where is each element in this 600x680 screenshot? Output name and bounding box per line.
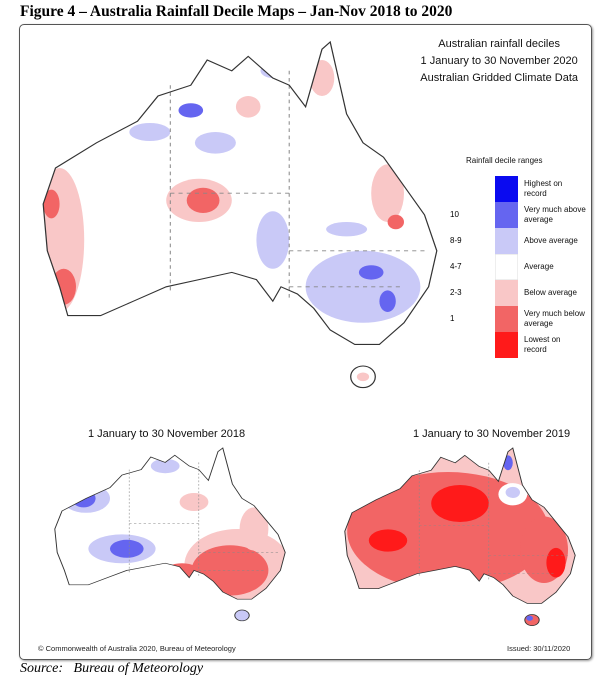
source-note: Source: Bureau of Meteorology — [20, 661, 204, 676]
legend-swatch — [495, 202, 518, 228]
header-line-3: Australian Gridded Climate Data — [420, 72, 578, 84]
legend-swatch — [495, 332, 518, 358]
legend-swatch — [495, 254, 518, 280]
legend-item: 2-3 Below average — [450, 280, 590, 306]
header-line-2: 1 January to 30 November 2020 — [420, 55, 578, 67]
map-2020 — [35, 42, 437, 389]
legend-title: Rainfall decile ranges — [466, 156, 543, 165]
legend-swatch — [495, 306, 518, 332]
legend-range: 10 — [450, 210, 459, 219]
issued-date: Issued: 30/11/2020 — [507, 644, 571, 653]
legend-label: Very much below average — [524, 309, 585, 328]
map-2018-title: 1 January to 30 November 2018 — [88, 428, 246, 440]
legend-item: Highest on record — [450, 176, 590, 202]
legend-range: 8-9 — [450, 236, 462, 245]
map-2019-title: 1 January to 30 November 2019 — [413, 428, 571, 440]
legend-label: Average — [524, 262, 554, 271]
legend-label: Lowest on record — [524, 335, 561, 354]
copyright: © Commonwealth of Australia 2020, Bureau… — [38, 644, 236, 653]
legend-item: 4-7 Average — [450, 254, 590, 280]
header-line-1: Australian rainfall deciles — [438, 38, 560, 50]
legend-label: Highest on record — [524, 179, 563, 198]
legend-item: 8-9 Above average — [450, 228, 590, 254]
map-2019 — [343, 446, 577, 626]
legend-range: 1 — [450, 314, 455, 323]
legend-label: Above average — [524, 236, 578, 245]
figure-frame — [19, 24, 592, 660]
legend-range: 4-7 — [450, 262, 462, 271]
legend-swatch — [495, 176, 518, 202]
legend-item: 1 Very much below average — [450, 306, 590, 332]
map-header: Australian rainfall deciles 1 January to… — [420, 36, 578, 87]
figure-title: Figure 4 – Australia Rainfall Decile Map… — [20, 3, 453, 20]
legend-label: Below average — [524, 288, 577, 297]
legend-range: 2-3 — [450, 288, 462, 297]
legend-item: 10 Very much above average — [450, 202, 590, 228]
legend-swatch — [495, 228, 518, 254]
legend-item: Lowest on record — [450, 332, 590, 358]
legend-swatch — [495, 280, 518, 306]
map-2018 — [53, 446, 287, 622]
legend-label: Very much above average — [524, 205, 586, 224]
